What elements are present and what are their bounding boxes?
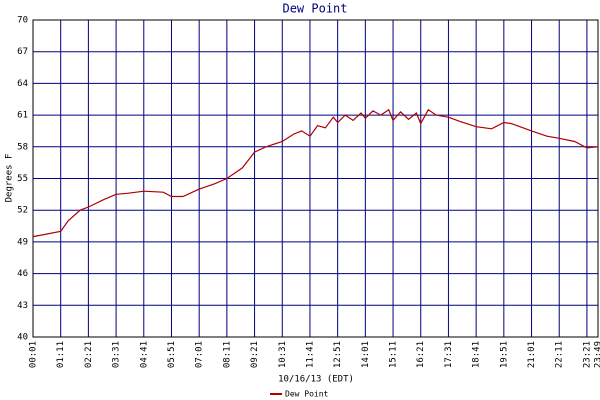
x-tick-label: 09:21 <box>250 341 260 368</box>
x-tick-label: 01:11 <box>56 341 66 368</box>
y-tick-label: 43 <box>17 301 28 311</box>
y-tick-label: 67 <box>17 47 28 57</box>
x-tick-label: 04:41 <box>139 341 149 368</box>
x-tick-label: 18:41 <box>472 341 482 368</box>
x-tick-label: 16:21 <box>416 341 426 368</box>
legend-label: Dew Point <box>285 390 329 399</box>
y-axis-label: Degrees F <box>5 154 15 203</box>
x-tick-label: 11:41 <box>305 341 315 368</box>
x-tick-label: 02:21 <box>84 341 94 368</box>
x-tick-label: 12:51 <box>333 341 343 368</box>
x-tick-label: 05:51 <box>167 341 177 368</box>
y-tick-label: 64 <box>17 79 28 89</box>
x-tick-label: 19:51 <box>499 341 509 368</box>
x-tick-label: 07:01 <box>195 341 205 368</box>
x-tick-label: 17:31 <box>444 341 454 368</box>
y-tick-label: 52 <box>17 206 28 216</box>
x-axis-label: 10/16/13 (EDT) <box>278 375 354 385</box>
x-tick-label: 23:21 <box>582 341 592 368</box>
data-line <box>32 108 599 238</box>
plot-border <box>32 19 599 338</box>
y-tick-label: 70 <box>17 16 28 26</box>
x-tick-label: 00:01 <box>29 341 39 368</box>
chart-title: Dew Point <box>282 2 347 16</box>
x-tick-label: 10:31 <box>278 341 288 368</box>
x-tick-label: 23:49 <box>594 341 600 368</box>
y-tick-label: 40 <box>17 333 28 343</box>
y-tick-label: 49 <box>17 237 28 247</box>
y-tick-label: 58 <box>17 142 28 152</box>
x-tick-label: 14:01 <box>361 341 371 368</box>
x-tick-label: 21:01 <box>527 341 537 368</box>
x-tick-label: 08:11 <box>222 341 232 368</box>
y-tick-label: 61 <box>17 111 28 121</box>
x-tick-label: 03:31 <box>112 341 122 368</box>
y-tick-label: 46 <box>17 269 28 279</box>
x-tick-label: 22:11 <box>555 341 565 368</box>
y-tick-label: 55 <box>17 174 28 184</box>
x-tick-label: 15:11 <box>389 341 399 368</box>
